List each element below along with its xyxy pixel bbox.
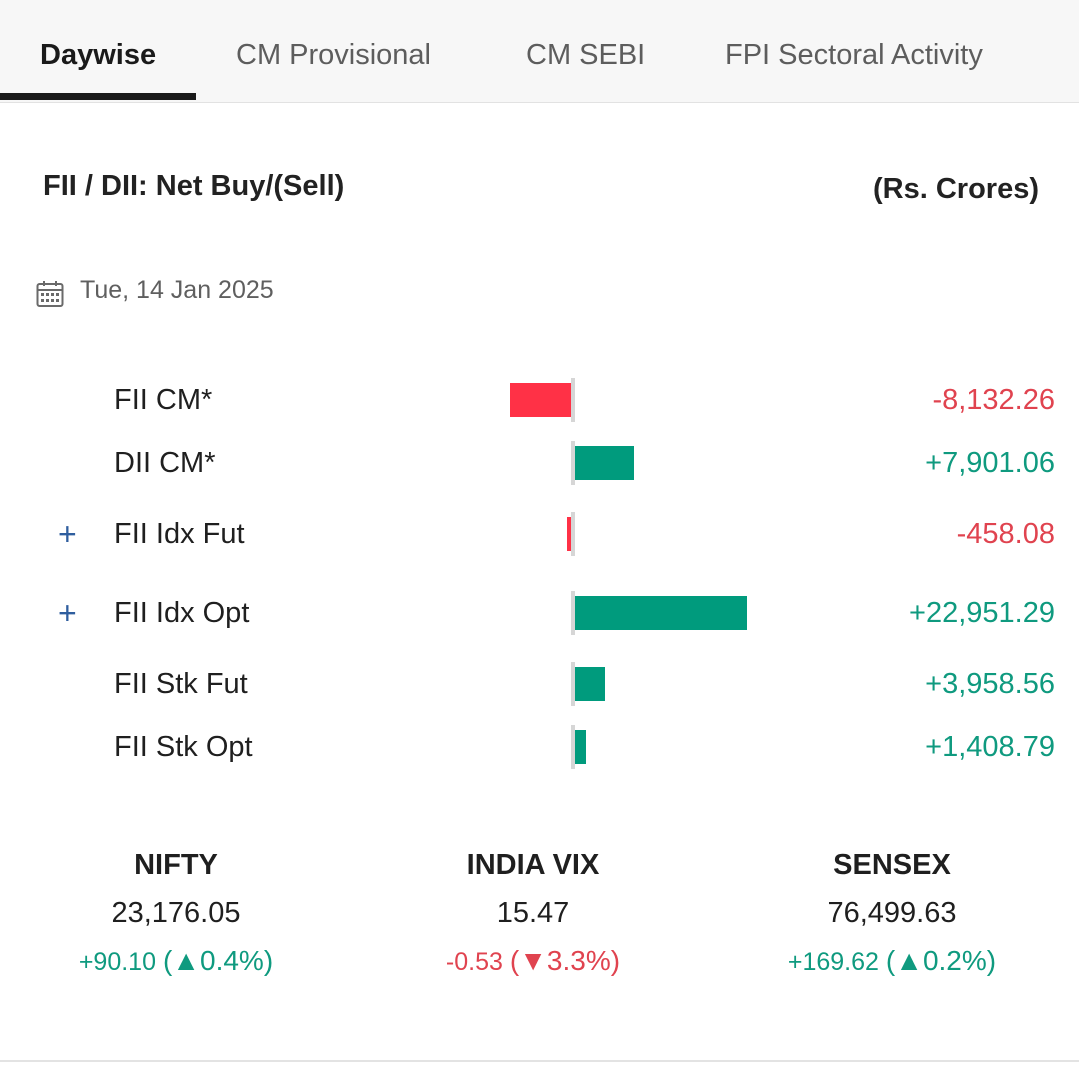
expand-plus-icon[interactable]: +	[58, 516, 77, 552]
change-percent: 3.3%	[546, 945, 611, 976]
index-change: +169.62 (▲0.2%)	[787, 945, 997, 976]
index-name: NIFTY	[134, 849, 218, 881]
activity-row: DII CM* +7,901.06	[0, 443, 1079, 483]
buy-bar	[575, 667, 605, 701]
row-label: FII Stk Opt	[114, 731, 253, 763]
sell-bar	[567, 517, 571, 551]
index-sensex[interactable]: SENSEX 76,499.63 +169.62 (▲0.2%)	[712, 845, 1072, 983]
row-label: FII Idx Fut	[114, 518, 245, 550]
row-label: DII CM*	[114, 447, 216, 479]
row-value: -8,132.26	[932, 384, 1055, 416]
change-percent: 0.4%	[200, 945, 264, 976]
tab-bar: Daywise CM Provisional CM SEBI FPI Secto…	[0, 0, 1079, 103]
bar-axis	[571, 662, 575, 706]
active-tab-indicator	[0, 93, 196, 100]
change-value: +169.62	[787, 948, 879, 976]
arrow-up-icon: ▲	[895, 945, 923, 976]
bar-axis	[571, 591, 575, 635]
index-nifty[interactable]: NIFTY 23,176.05 +90.10 (▲0.4%)	[0, 845, 356, 983]
buy-bar	[575, 446, 635, 480]
divider	[0, 1060, 1079, 1062]
activity-row: FII Stk Opt +1,408.79	[0, 727, 1079, 767]
change-percent: 0.2%	[922, 945, 987, 976]
index-value: 23,176.05	[111, 897, 241, 929]
tab-fpi-sectoral-activity[interactable]: FPI Sectoral Activity	[725, 39, 983, 71]
row-label: FII Idx Opt	[114, 597, 250, 629]
index-value: 15.47	[496, 897, 570, 929]
index-change: +90.10 (▲0.4%)	[78, 945, 274, 976]
bar-axis	[571, 378, 575, 422]
index-change: -0.53 (▼3.3%)	[445, 945, 621, 976]
bar-axis	[571, 512, 575, 556]
index-india-vix[interactable]: INDIA VIX 15.47 -0.53 (▼3.3%)	[353, 845, 713, 983]
activity-row[interactable]: + FII Idx Fut -458.08	[0, 514, 1079, 554]
tab-cm-provisional[interactable]: CM Provisional	[236, 39, 431, 71]
expand-plus-icon[interactable]: +	[58, 595, 77, 631]
tab-daywise[interactable]: Daywise	[40, 39, 157, 71]
activity-row: FII Stk Fut +3,958.56	[0, 664, 1079, 704]
date-text: Tue, 14 Jan 2025	[80, 276, 274, 304]
buy-bar	[575, 730, 586, 764]
index-name: INDIA VIX	[466, 849, 600, 881]
index-value: 76,499.63	[827, 897, 957, 929]
section-title: FII / DII: Net Buy/(Sell)	[43, 170, 345, 202]
row-label: FII CM*	[114, 384, 213, 416]
tab-cm-sebi[interactable]: CM SEBI	[526, 39, 646, 71]
row-label: FII Stk Fut	[114, 668, 248, 700]
arrow-up-icon: ▲	[172, 945, 200, 976]
row-value: +3,958.56	[925, 668, 1055, 700]
sell-bar	[510, 383, 571, 417]
activity-row[interactable]: + FII Idx Opt +22,951.29	[0, 593, 1079, 633]
change-value: -0.53	[445, 948, 503, 976]
bar-axis	[571, 441, 575, 485]
row-value: +1,408.79	[925, 731, 1055, 763]
buy-bar	[575, 596, 747, 630]
row-value: +7,901.06	[925, 447, 1055, 479]
change-value: +90.10	[78, 948, 156, 976]
index-name: SENSEX	[833, 849, 951, 881]
activity-row: FII CM* -8,132.26	[0, 380, 1079, 420]
row-value: +22,951.29	[909, 597, 1055, 629]
units-label: (Rs. Crores)	[873, 173, 1039, 205]
arrow-down-icon: ▼	[519, 945, 547, 976]
bar-axis	[571, 725, 575, 769]
calendar-icon	[36, 281, 64, 307]
row-value: -458.08	[956, 518, 1055, 550]
